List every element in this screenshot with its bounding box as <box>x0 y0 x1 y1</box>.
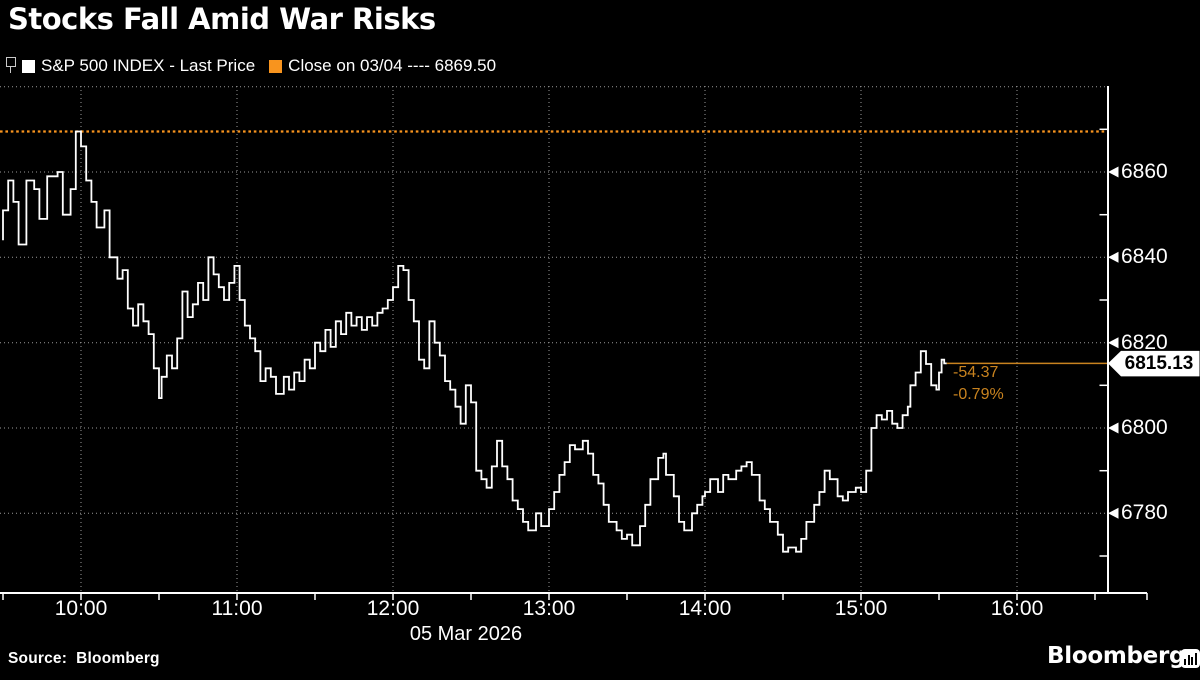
y-tick-arrow-icon <box>1108 337 1119 349</box>
series-legend-label: S&P 500 INDEX - Last Price <box>41 56 256 75</box>
x-axis-tick-label: 10:00 <box>54 597 108 620</box>
x-axis-tick-label: 12:00 <box>366 597 420 620</box>
y-tick-arrow-icon <box>1108 166 1119 178</box>
x-axis-tick-label: 11:00 <box>211 597 263 620</box>
x-axis-date-label: 05 Mar 2026 <box>409 623 523 645</box>
net-change-label: -54.37 <box>953 364 999 381</box>
y-tick-arrow-icon <box>1108 507 1119 519</box>
bloomberg-logo-icon <box>1181 649 1200 668</box>
reference-swatch-icon <box>269 59 283 73</box>
series-swatch-icon <box>22 59 35 73</box>
last-price-flag-shape <box>1108 350 1200 377</box>
reference-legend-label: Close on 03/04 ---- 6869.50 <box>288 56 497 75</box>
pct-change-label: -0.79% <box>953 386 1004 403</box>
bloomberg-logo-text: Bloomberg <box>1047 643 1186 669</box>
x-axis-tick-label: 13:00 <box>522 597 576 620</box>
x-axis-tick-label: 15:00 <box>834 597 888 620</box>
price-line <box>2 130 947 553</box>
y-axis-tick-label: 6840 <box>1121 245 1168 269</box>
source-credit: Source: Bloomberg <box>8 650 160 667</box>
last-price-flag: 6815.13 <box>1124 353 1194 374</box>
y-tick-arrow-icon <box>1108 251 1119 263</box>
legend-key-icon <box>6 57 16 73</box>
y-axis-tick-label: 6860 <box>1121 160 1168 183</box>
y-tick-arrow-icon <box>1108 422 1119 434</box>
x-axis-tick-label: 16:00 <box>990 597 1044 620</box>
x-axis-tick-label: 14:00 <box>678 597 732 620</box>
page-title: Stocks Fall Amid War Risks <box>8 2 436 36</box>
y-axis-tick-label: 6780 <box>1121 501 1168 525</box>
y-axis-tick-label: 6800 <box>1121 416 1168 439</box>
y-axis-tick-label: 6820 <box>1121 330 1168 354</box>
legend: S&P 500 INDEX - Last Price Close on 03/0… <box>6 56 510 76</box>
